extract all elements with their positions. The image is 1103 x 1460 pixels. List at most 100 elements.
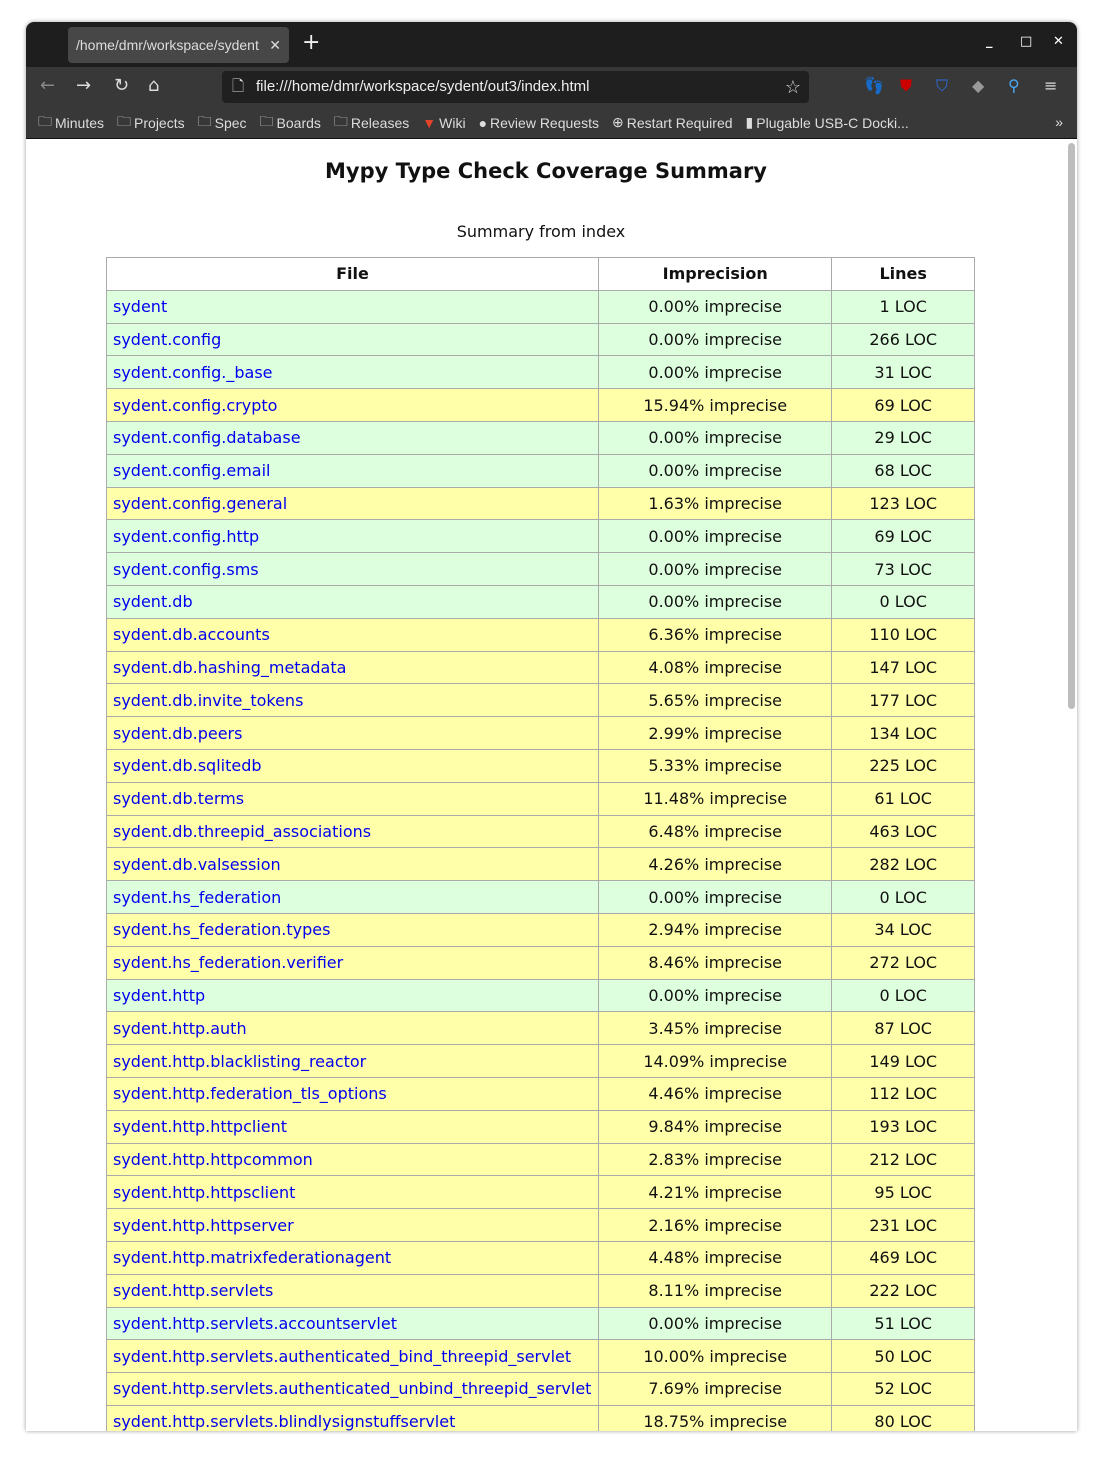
gnome-extension-icon[interactable]: 👣	[864, 76, 884, 95]
file-link[interactable]: sydent.db.sqlitedb	[106, 748, 599, 783]
maximize-icon[interactable]: □	[1020, 34, 1033, 49]
search-icon[interactable]: ⚲	[1008, 76, 1020, 95]
close-tab-icon[interactable]: ✕	[269, 37, 281, 53]
scrollbar[interactable]	[1068, 143, 1075, 709]
file-link[interactable]: sydent.db	[106, 584, 599, 619]
bookmark-releases[interactable]: 🗀 Releases	[334, 111, 409, 135]
bookmark-review-requests[interactable]: ● Review Requests	[478, 114, 599, 131]
imprecision-cell: 0.00% imprecise	[597, 453, 833, 488]
page-content: Mypy Type Check Coverage Summary Summary…	[26, 139, 1077, 1431]
minimize-icon[interactable]: _	[986, 34, 993, 49]
bookmark-plugable[interactable]: ▮ Plugable USB-C Docki...	[745, 114, 909, 131]
bookmark-spec[interactable]: 🗀 Spec	[198, 111, 247, 135]
folder-icon: 🗀	[197, 112, 212, 129]
table-row: sydent.db.sqlitedb 5.33% imprecise 225 LOC	[106, 748, 975, 783]
nav-bar: ← → ↻ ⌂ 🗋 file:///home/dmr/workspace/syde…	[26, 67, 1077, 107]
file-link[interactable]: sydent.config.email	[106, 453, 599, 488]
table-row: sydent.hs_federation.types 2.94% imprecis…	[106, 912, 975, 947]
extension-icon[interactable]: ◆	[972, 76, 985, 95]
file-link[interactable]: sydent	[106, 289, 599, 324]
file-link[interactable]: sydent.http.auth	[106, 1011, 599, 1046]
file-link[interactable]: sydent.db.threepid_associations	[106, 814, 599, 849]
new-tab-icon[interactable]: +	[302, 30, 321, 55]
file-link[interactable]: sydent.http.servlets	[106, 1273, 599, 1308]
lines-cell: 266 LOC	[831, 322, 975, 357]
bookmark-wiki[interactable]: ▼ Wiki	[422, 114, 466, 131]
lines-cell: 112 LOC	[831, 1076, 975, 1111]
imprecision-cell: 2.99% imprecise	[597, 716, 833, 750]
imprecision-cell: 4.21% imprecise	[597, 1175, 833, 1210]
imprecision-cell: 4.48% imprecise	[597, 1240, 833, 1275]
file-link[interactable]: sydent.db.hashing_metadata	[106, 650, 599, 685]
bookmark-projects[interactable]: 🗀 Projects	[117, 111, 185, 135]
file-link[interactable]: sydent.config	[106, 322, 599, 357]
file-link[interactable]: sydent.hs_federation.verifier	[106, 945, 599, 980]
file-link[interactable]: sydent.http.blacklisting_reactor	[106, 1044, 599, 1078]
file-link[interactable]: sydent.config.crypto	[106, 388, 599, 422]
imprecision-cell: 18.75% imprecise	[597, 1404, 833, 1431]
file-link[interactable]: sydent.http.httpserver	[106, 1208, 599, 1242]
bookmark-star-icon[interactable]: ☆	[784, 77, 801, 97]
bitwarden-icon[interactable]: ⛉	[936, 76, 949, 95]
table-row: sydent.db.threepid_associations 6.48% imp…	[106, 814, 975, 849]
imprecision-cell: 2.83% imprecise	[597, 1142, 833, 1177]
file-link[interactable]: sydent.http.servlets.blindlysignstuffser…	[106, 1404, 599, 1431]
file-link[interactable]: sydent.http	[106, 978, 599, 1013]
table-row: sydent.http.httpsclient 4.21% imprecise 95…	[106, 1175, 975, 1210]
imprecision-cell: 0.00% imprecise	[597, 978, 833, 1013]
table-row: sydent.config 0.00% imprecise 266 LOC	[106, 322, 975, 357]
close-window-icon[interactable]: ✕	[1053, 34, 1064, 49]
table-row: sydent.db.terms 11.48% imprecise 61 LOC	[106, 781, 975, 816]
back-icon[interactable]: ←	[40, 75, 56, 96]
file-link[interactable]: sydent.http.httpcommon	[106, 1142, 599, 1177]
imprecision-cell: 0.00% imprecise	[597, 289, 833, 324]
table-row: sydent.http.httpserver 2.16% imprecise 231…	[106, 1208, 975, 1242]
file-link[interactable]: sydent.db.invite_tokens	[106, 683, 599, 718]
table-row: sydent.http 0.00% imprecise 0 LOC	[106, 978, 975, 1013]
bookmarks-overflow-icon[interactable]: »	[1055, 114, 1063, 130]
lines-cell: 52 LOC	[831, 1372, 975, 1406]
file-link[interactable]: sydent.db.peers	[106, 716, 599, 750]
file-link[interactable]: sydent.http.matrixfederationagent	[106, 1240, 599, 1275]
bookmark-restart-required[interactable]: ⊕ Restart Required	[611, 114, 733, 131]
menu-icon[interactable]: ≡	[1044, 76, 1058, 95]
file-link[interactable]: sydent.http.federation_tls_options	[106, 1076, 599, 1111]
file-link[interactable]: sydent.config.general	[106, 486, 599, 521]
table-caption: Summary from index	[456, 222, 626, 241]
file-link[interactable]: sydent.db.valsession	[106, 847, 599, 882]
imprecision-cell: 4.08% imprecise	[597, 650, 833, 685]
file-link[interactable]: sydent.db.terms	[106, 781, 599, 816]
imprecision-cell: 9.84% imprecise	[597, 1109, 833, 1144]
file-link[interactable]: sydent.config.database	[106, 420, 599, 455]
file-link[interactable]: sydent.hs_federation	[106, 880, 599, 914]
lines-cell: 134 LOC	[831, 716, 975, 750]
home-icon[interactable]: ⌂	[148, 75, 160, 96]
ublock-icon[interactable]: ⛊	[900, 76, 913, 95]
file-link[interactable]: sydent.http.servlets.authenticated_unbin…	[106, 1372, 599, 1406]
lines-cell: 1 LOC	[831, 289, 975, 324]
file-link[interactable]: sydent.config.http	[106, 519, 599, 554]
file-link[interactable]: sydent.config.sms	[106, 552, 599, 586]
table-row: sydent.http.servlets.blindlysignstuffser…	[106, 1404, 975, 1431]
file-link[interactable]: sydent.db.accounts	[106, 617, 599, 652]
file-link[interactable]: sydent.http.httpclient	[106, 1109, 599, 1144]
file-link[interactable]: sydent.http.servlets.accountservlet	[106, 1306, 599, 1341]
lines-cell: 149 LOC	[831, 1044, 975, 1078]
imprecision-cell: 4.26% imprecise	[597, 847, 833, 882]
url-bar[interactable]: 🗋 file:///home/dmr/workspace/sydent/out3/…	[222, 71, 809, 103]
browser-window: /home/dmr/workspace/sydent ✕ + _ □ ✕ ← → …	[26, 22, 1077, 1431]
file-link[interactable]: sydent.http.httpsclient	[106, 1175, 599, 1210]
file-link[interactable]: sydent.http.servlets.authenticated_bind_…	[106, 1339, 599, 1374]
bookmark-minutes[interactable]: 🗀 Minutes	[38, 111, 104, 135]
bookmarks-bar: 🗀 Minutes 🗀 Projects 🗀 Spec 🗀 Boards 🗀 Releas…	[26, 107, 1077, 139]
table-row: sydent.config._base 0.00% imprecise 31 LOC	[106, 355, 975, 390]
browser-tab[interactable]: /home/dmr/workspace/sydent ✕	[68, 27, 289, 63]
lines-cell: 69 LOC	[831, 519, 975, 554]
file-link[interactable]: sydent.hs_federation.types	[106, 912, 599, 947]
bookmark-boards[interactable]: 🗀 Boards	[260, 111, 321, 135]
table-row: sydent.db.hashing_metadata 4.08% imprecis…	[106, 650, 975, 685]
forward-icon[interactable]: →	[76, 75, 92, 96]
file-link[interactable]: sydent.config._base	[106, 355, 599, 390]
plugable-icon: ▮	[745, 114, 754, 130]
reload-icon[interactable]: ↻	[114, 75, 130, 96]
